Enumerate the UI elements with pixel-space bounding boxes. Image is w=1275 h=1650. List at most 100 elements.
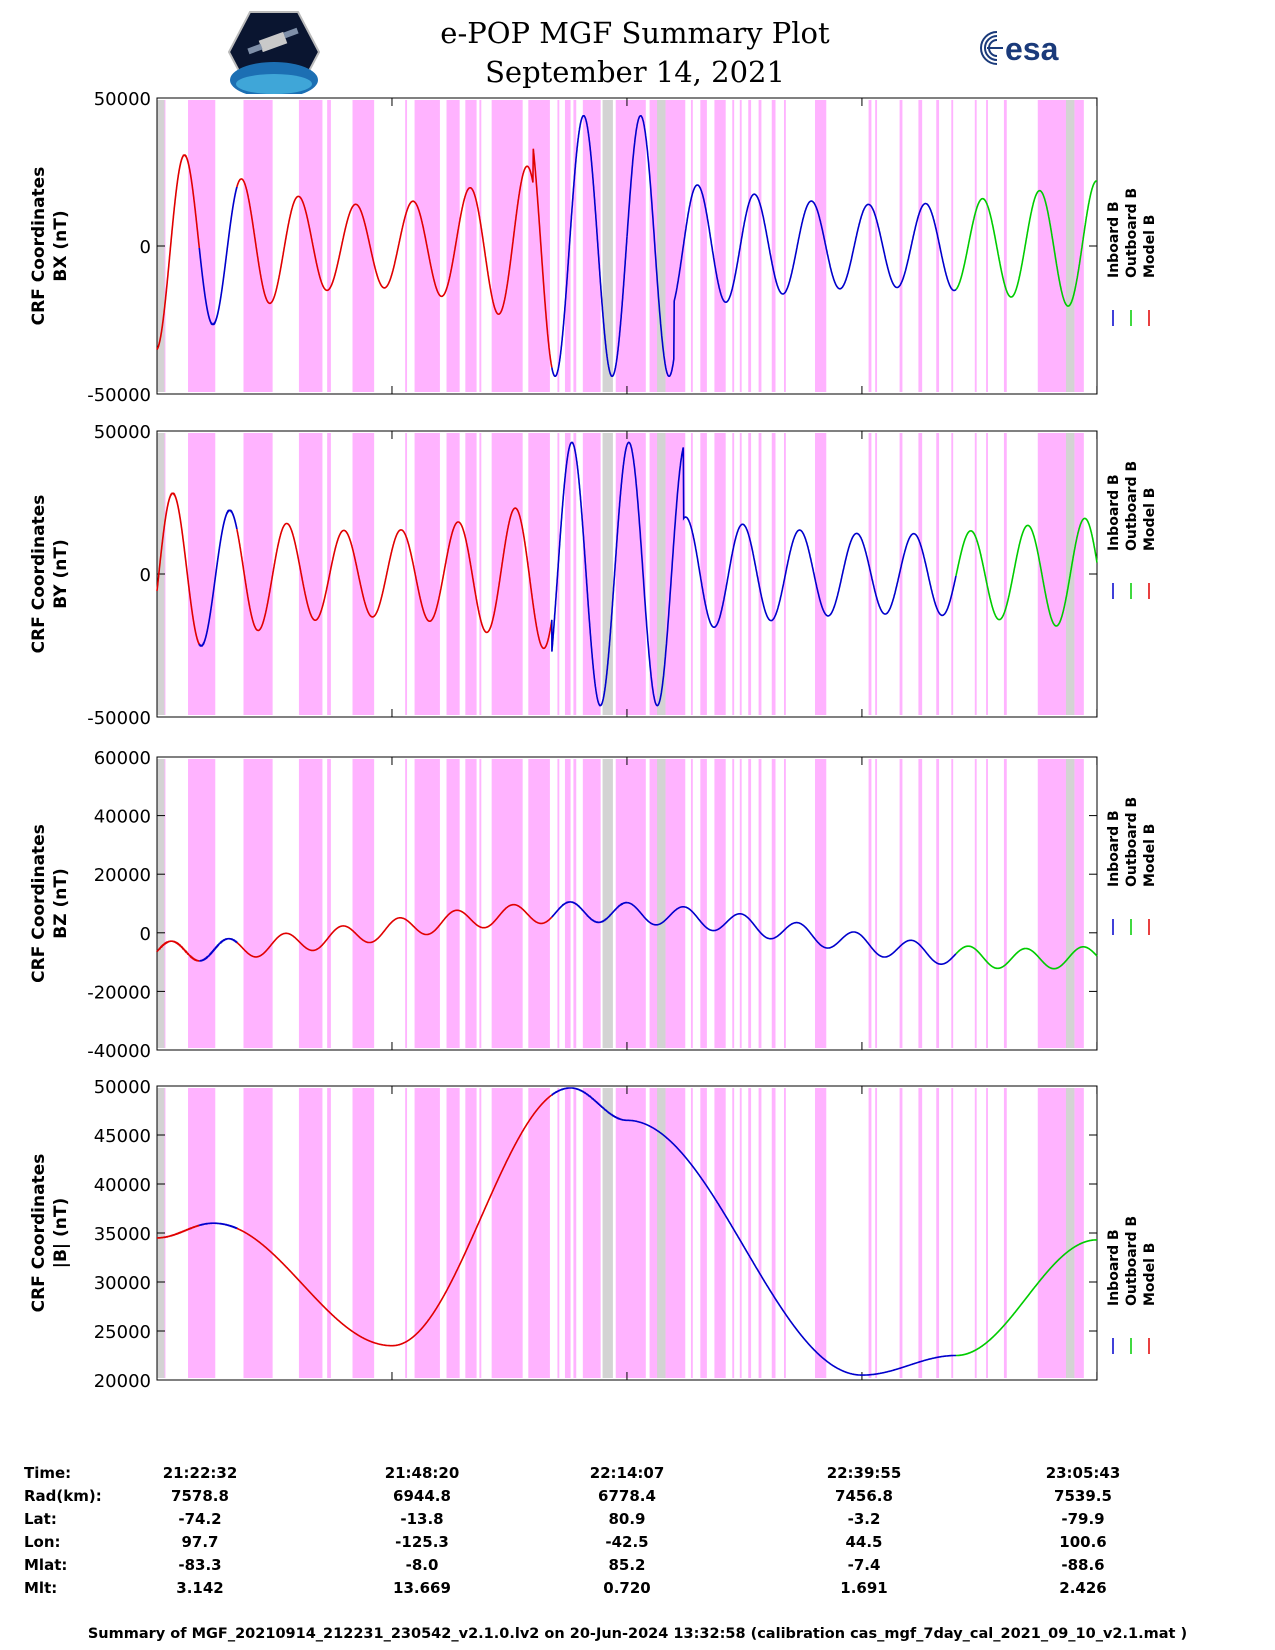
coverage-band [918,433,923,715]
coverage-band [690,433,693,715]
y-tick-label: 25000 [94,1322,151,1343]
info-cell: 0.720 [603,1579,651,1597]
info-cell: 7578.8 [171,1487,229,1505]
coverage-band [298,759,323,1048]
coverage-band [649,759,661,1048]
coverage-band [918,100,923,392]
coverage-band [899,100,903,392]
y-tick-label: 0 [140,565,151,586]
coverage-band [974,759,977,1048]
coverage-band [1037,759,1066,1048]
coverage-band [899,1088,903,1378]
legend-label: Outboard B [1124,797,1140,887]
coverage-band [1037,1088,1066,1378]
coverage-band [298,100,323,392]
coverage-band [771,100,776,392]
gap-band [1065,100,1075,392]
panel-2: -50000 0 50000 CRF Coordinates BY (nT) Inboar… [29,422,1158,729]
coverage-band [868,433,872,715]
coverage-band [974,433,977,715]
coverage-band [465,100,477,392]
coverage-band [986,100,988,392]
coverage-band [188,433,216,715]
info-cell: 13.669 [393,1579,451,1597]
coverage-band [875,100,878,392]
gap-band [602,100,613,392]
coverage-band [243,100,273,392]
info-cell: -83.3 [178,1556,222,1574]
coverage-band [405,100,408,392]
coverage-band [875,433,878,715]
coverage-band [732,100,735,392]
coverage-band [700,433,707,715]
coverage-band [815,759,827,1048]
coverage-band [974,1088,977,1378]
coverage-band [783,759,786,1048]
info-cell: 21:22:32 [162,1464,238,1482]
model-b-line [156,940,200,962]
coverage-band [732,433,735,715]
coverage-band [714,759,726,1048]
info-row-label: Rad(km): [24,1487,102,1505]
panel-1: -50000 0 50000 CRF Coordinates BX (nT) Inboar… [29,89,1158,406]
model-b-line [236,148,553,368]
coverage-band [986,433,988,715]
y-axis-label: |B| (nT) [51,1198,71,1269]
coverage-band [700,100,707,392]
panel-3: -40000 -20000 0 20000 40000 60000 CRF Coordina… [29,748,1158,1062]
orbit-info-table: Time: 21:22:32 21:48:20 22:14:07 22:39:55 23:… [0,1464,1275,1644]
info-row-label: Time: [24,1464,72,1482]
info-cell: 80.9 [608,1510,646,1528]
coverage-band [573,100,577,392]
info-row-label: Mlat: [24,1556,68,1574]
coverage-band [243,1088,273,1378]
coverage-band [739,1088,742,1378]
coverage-band [665,100,686,392]
coverage-band [758,100,762,392]
coverage-band [665,433,686,715]
legend-label: Inboard B [1106,201,1122,278]
gap-band [657,100,666,392]
coverage-band [465,759,477,1048]
coverage-band [188,1088,216,1378]
coverage-band [352,1088,375,1378]
coverage-band [875,759,878,1048]
inboard-b-line [198,186,238,326]
coverage-band [1074,759,1084,1048]
coverage-band [771,759,776,1048]
coverage-band [327,100,331,392]
coverage-band [479,100,482,392]
coverage-band [298,1088,323,1378]
coverage-band [557,1088,560,1378]
footer-text: Summary of MGF_20210914_212231_230542_v2… [87,1626,1188,1642]
coverage-band [665,1088,686,1378]
model-b-line [156,154,201,350]
inboard-b-line [551,1087,627,1122]
coverage-band [815,100,827,392]
gap-band [657,433,666,715]
coverage-band [951,759,954,1048]
coverage-band [465,433,477,715]
legend-label: Outboard B [1124,188,1140,278]
coverage-band [414,433,440,715]
y-tick-label: -50000 [87,385,151,406]
coverage-band [414,759,440,1048]
info-cell: -125.3 [395,1533,449,1551]
coverage-band [1003,759,1007,1048]
y-tick-label: 50000 [94,1077,151,1098]
inboard-b-line [551,115,628,377]
esa-logo-text: esa [1005,31,1059,67]
inboard-b-line [626,901,957,965]
coverage-band [815,1088,827,1378]
coverage-band [868,759,872,1048]
info-cell: 100.6 [1059,1533,1107,1551]
coverage-band [479,1088,482,1378]
coverage-band [298,433,323,715]
coverage-band [528,100,550,392]
esa-logo: esa [980,31,1059,67]
info-cell: 3.142 [176,1579,224,1597]
coverage-band [951,1088,954,1378]
info-cell: -13.8 [400,1510,444,1528]
gap-band [657,1088,666,1378]
coverage-band [690,1088,693,1378]
